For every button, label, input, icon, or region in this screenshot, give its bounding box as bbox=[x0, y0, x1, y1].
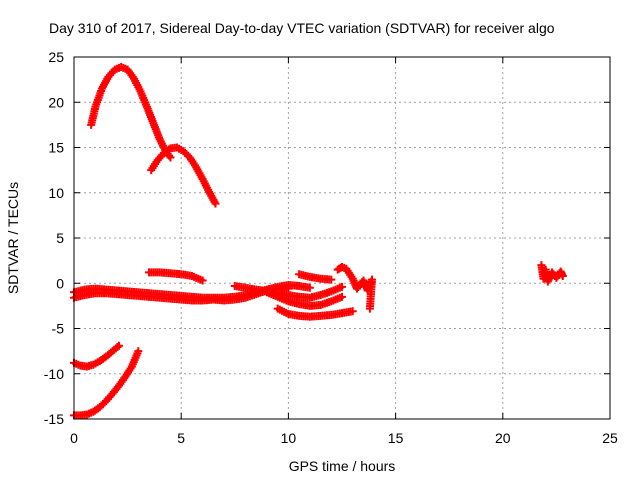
data-points bbox=[70, 62, 567, 420]
data-point bbox=[211, 199, 220, 208]
y-tick-label: 25 bbox=[48, 49, 64, 65]
x-tick-label: 5 bbox=[177, 430, 185, 446]
chart-title: Day 310 of 2017, Sidereal Day-to-day VTE… bbox=[49, 20, 555, 36]
y-tick-label: 15 bbox=[48, 140, 64, 156]
grid-lines bbox=[74, 57, 610, 419]
y-axis-label: SDTVAR / TECUs bbox=[5, 182, 21, 294]
data-point bbox=[115, 341, 124, 350]
x-tick-label: 15 bbox=[388, 430, 404, 446]
y-tick-label: -15 bbox=[44, 411, 64, 427]
axis-ticks: 0 5 10 15 20 25 -15 -10 -5 0 5 10 15 20 25 bbox=[44, 49, 618, 446]
data-point bbox=[348, 307, 357, 316]
y-tick-label: 0 bbox=[56, 275, 64, 291]
y-tick-label: -10 bbox=[44, 366, 64, 382]
data-point bbox=[134, 347, 143, 356]
y-tick-label: 10 bbox=[48, 185, 64, 201]
x-tick-label: 20 bbox=[495, 430, 511, 446]
data-point bbox=[166, 153, 175, 162]
data-point bbox=[327, 275, 336, 284]
y-tick-label: 5 bbox=[56, 230, 64, 246]
data-point bbox=[338, 282, 346, 291]
data-point bbox=[338, 292, 346, 301]
data-point bbox=[113, 343, 122, 352]
y-tick-label: -5 bbox=[52, 321, 65, 337]
data-point bbox=[365, 304, 374, 313]
data-point bbox=[198, 276, 207, 285]
data-point bbox=[558, 272, 567, 281]
x-axis-label: GPS time / hours bbox=[289, 458, 396, 474]
x-tick-label: 0 bbox=[70, 430, 78, 446]
data-point bbox=[305, 283, 314, 292]
x-tick-label: 10 bbox=[281, 430, 297, 446]
x-tick-label: 25 bbox=[602, 430, 618, 446]
y-tick-label: 20 bbox=[48, 94, 64, 110]
data-point bbox=[164, 145, 173, 154]
plot-frame bbox=[73, 56, 611, 420]
